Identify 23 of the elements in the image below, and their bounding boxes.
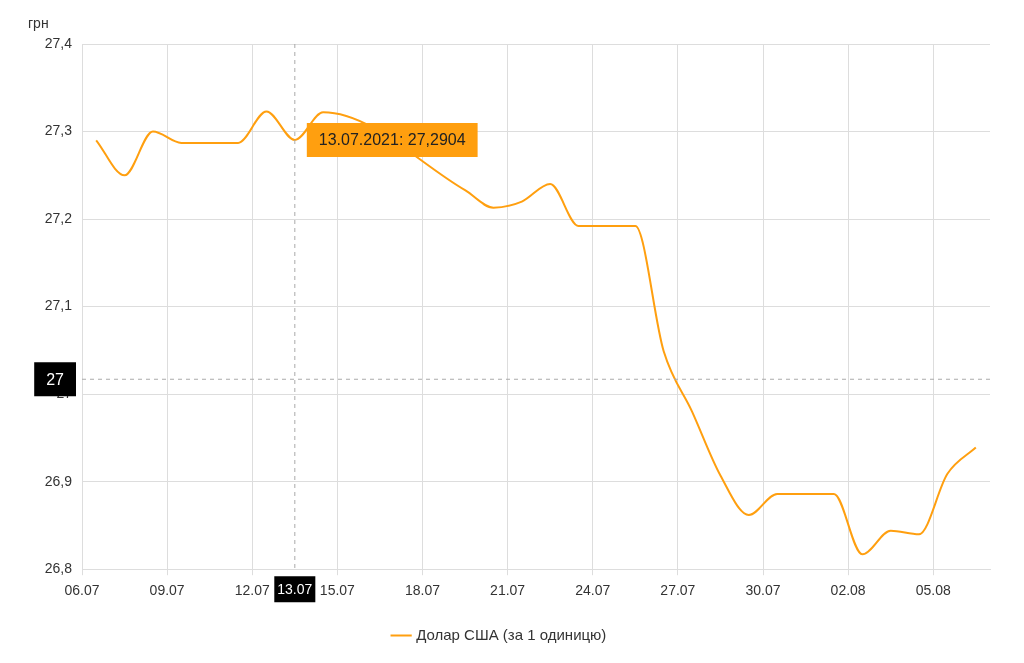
x-tick-label: 09.07: [149, 582, 185, 599]
y-tick-label: 26,9: [44, 472, 73, 489]
x-tick-label: 21.07: [490, 582, 526, 599]
y-tick-label: 27,1: [44, 297, 73, 314]
x-tick-label: 18.07: [404, 582, 441, 599]
x-tick-label: 06.07: [64, 582, 100, 599]
annotation: 13.07.2021: 27,2904: [318, 131, 466, 149]
x-tick-label: 15.07: [319, 582, 356, 599]
x-tick-label: 02.08: [830, 582, 866, 599]
x-tick-label: 24.07: [575, 582, 611, 599]
x-tick-label: 12.07: [234, 582, 270, 599]
x-tick-label: 05.08: [915, 582, 951, 599]
y-tick-label: 27,4: [44, 34, 73, 51]
legend-label: Долар США (за 1 одиницю): [416, 625, 607, 643]
ref-line-label: 13.07: [277, 581, 313, 598]
x-tick-label: 30.07: [745, 582, 781, 599]
y-tick-label: 26,8: [44, 560, 73, 577]
y-axis-title: грн: [28, 14, 49, 31]
line-series: [95, 110, 977, 556]
y-tick-label: 27,2: [44, 209, 73, 226]
y-tick-label: 27,3: [44, 122, 73, 139]
ref-line-label: 27: [46, 370, 65, 388]
x-tick-label: 27.07: [660, 582, 696, 599]
